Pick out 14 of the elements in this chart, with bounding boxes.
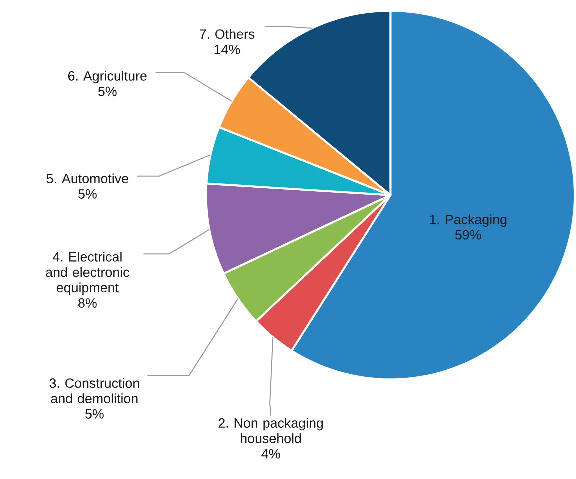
data-label: 4%: [262, 449, 280, 459]
slice-label: 5. Automotive: [46, 174, 128, 184]
data-label: 59%: [455, 230, 482, 240]
slice-label: 6. Agriculture: [68, 70, 147, 84]
slice-label: 4. Electrical and electronic equipment: [46, 252, 130, 296]
slice-label: 1. Packaging: [430, 214, 507, 227]
data-label: 14%: [214, 44, 240, 54]
slice-label: 7. Others: [200, 29, 255, 39]
data-label: 5%: [98, 86, 117, 96]
data-label: 5%: [78, 189, 97, 199]
slice-label: 2. Non packaging household: [218, 418, 324, 444]
slice-label: 3. Construction and demolition: [50, 378, 140, 404]
data-label: 5%: [86, 409, 104, 419]
data-label: 8%: [78, 298, 97, 308]
